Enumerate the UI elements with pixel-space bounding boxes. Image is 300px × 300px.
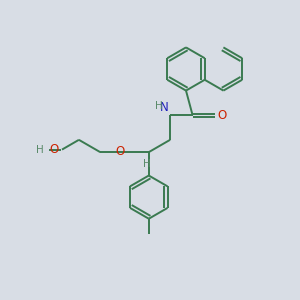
Text: H: H xyxy=(155,101,163,111)
Text: H: H xyxy=(142,159,150,169)
Text: O: O xyxy=(217,109,226,122)
Text: O: O xyxy=(49,143,58,156)
Text: N: N xyxy=(160,101,169,114)
Text: O: O xyxy=(115,145,124,158)
Text: H: H xyxy=(36,145,43,154)
